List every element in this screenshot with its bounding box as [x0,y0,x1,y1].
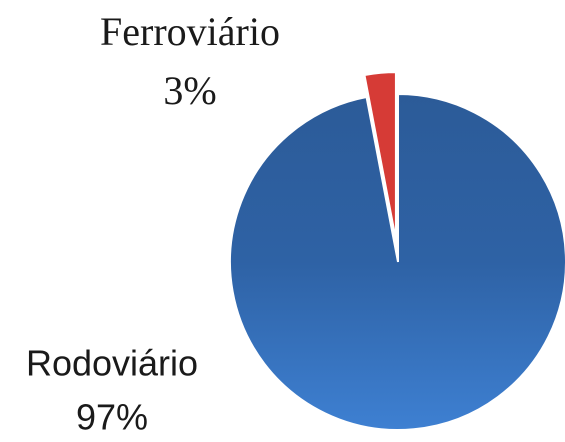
slice-value-label: 3% [163,68,216,113]
pie-slice [229,92,565,431]
pie-slice [363,71,397,241]
slice-label: Ferroviário [100,9,280,54]
slice-label: Rodoviário [26,343,198,384]
slice-value-label: 97% [76,397,148,438]
